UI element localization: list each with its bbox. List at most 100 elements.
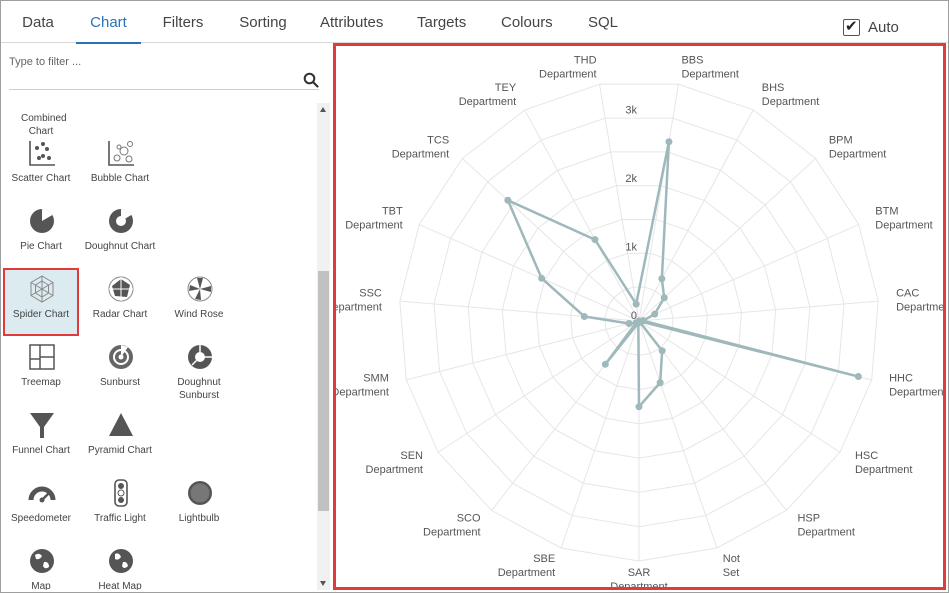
data-point [854,373,862,381]
grid-ring [467,151,811,493]
category-label: BTM Department [875,205,932,231]
treemap-icon [29,344,55,370]
chart-type-label: Pie Chart [20,241,62,252]
chart-type-label: Wind Rose [174,309,224,320]
radar-chart-icon [108,276,134,302]
category-label: SCO Department [423,513,481,539]
chart-type-doughnut-sunburst[interactable]: Doughnut Sunburst [161,336,237,404]
scroll-down-arrow-icon[interactable] [317,578,330,590]
chart-preview: 0 1k 2k 3k BBS Department BHS Department BPM Depa… [333,43,946,590]
chart-type-label: Heat Map [98,581,142,590]
data-point [591,236,599,244]
category-label: HSP Department [797,513,854,539]
chart-type-heat-map[interactable]: Heat Map [82,540,158,590]
data-point [580,312,588,320]
grid-spoke [638,84,679,322]
grid-ring [501,185,777,459]
grid-ring [399,83,879,562]
category-label: BHS Department [762,82,819,108]
tab-colours[interactable]: Colours [501,14,553,31]
data-point [625,320,633,328]
chart-type-map[interactable]: Map [3,540,79,590]
data-point [538,274,546,282]
chart-type-lightbulb[interactable]: Lightbulb [161,472,237,540]
wind-rose-icon [187,276,213,302]
chart-type-sunburst[interactable]: Sunburst [82,336,158,404]
grid-ring [535,219,743,425]
chart-type-combined-chart[interactable]: Combined Chart [3,100,79,140]
grid-spoke [638,224,859,322]
tab-targets[interactable]: Targets [417,14,467,31]
chart-type-label: Spider Chart [12,309,70,320]
tab-bar: Data Chart Filters Sorting Attributes Ta… [1,1,948,44]
grid-ring [433,117,845,528]
category-label: SEN Department [366,450,424,476]
category-label: HHC Department [889,372,943,398]
tab-attributes[interactable]: Attributes [320,14,384,31]
chart-type-label: Traffic Light [94,513,146,524]
auto-toggle[interactable]: Auto [843,17,899,37]
chart-list-scrollbar[interactable] [317,103,330,590]
doughnut-chart-icon [109,209,133,233]
category-label: HSC Department [855,450,912,476]
sunburst-icon [109,345,133,369]
tab-filters[interactable]: Filters [162,14,204,31]
chart-type-scatter-chart[interactable]: Scatter Chart [3,132,79,200]
tab-sorting[interactable]: Sorting [239,14,287,31]
chart-type-treemap[interactable]: Treemap [3,336,79,404]
traffic-light-icon [114,479,128,507]
chart-type-doughnut-chart[interactable]: Doughnut Chart [82,200,158,268]
chart-type-traffic-light[interactable]: Traffic Light [82,472,158,540]
combined-chart-icon [27,100,57,108]
chart-type-label: Pyramid Chart [88,445,152,456]
map-icon [30,549,54,573]
scroll-up-arrow-icon[interactable] [317,103,330,115]
doughnut-sunburst-icon [188,345,212,369]
tab-data[interactable]: Data [22,14,54,31]
data-point [632,319,640,327]
auto-label: Auto [868,18,899,36]
chart-type-label: Funnel Chart [12,445,70,456]
category-label: BPM Department [829,134,886,160]
grid-spoke [599,84,640,322]
grid-spoke [638,320,718,549]
chart-type-pie-chart[interactable]: Pie Chart [3,200,79,268]
grid-ring [604,286,674,356]
tab-sql[interactable]: SQL [587,14,618,31]
grid-spoke [638,320,841,453]
chart-type-list: Combined Chart Scatter Chart Bubble Char… [1,100,317,590]
tick-label: 0 [631,310,637,322]
tab-chart[interactable]: Chart [76,1,141,44]
grid-spoke [524,109,640,322]
category-label: SBE Department [498,553,555,579]
auto-checkbox[interactable] [843,17,860,36]
category-label: CACDepartment [896,288,943,314]
grid-spoke [638,158,816,322]
chart-type-pyramid-chart[interactable]: Pyramid Chart [82,404,158,472]
chart-type-wind-rose[interactable]: Wind Rose [161,268,237,336]
data-point [632,300,640,308]
grid-spoke [638,300,879,322]
category-label: TBT Department [345,205,403,231]
tick-label: 1k [625,241,637,253]
category-label: Not Set [723,553,740,579]
chart-type-funnel-chart[interactable]: Funnel Chart [3,404,79,472]
search-icon[interactable] [303,72,319,88]
tick-label: 2k [625,173,637,185]
lightbulb-icon [188,481,212,505]
chart-type-radar-chart[interactable]: Radar Chart [82,268,158,336]
filter-box [1,44,325,94]
category-label: TEY Department [459,82,517,108]
filter-input[interactable] [9,52,319,90]
chart-type-bubble-chart[interactable]: Bubble Chart [82,132,158,200]
scrollbar-thumb[interactable] [318,271,329,511]
series-line [506,140,860,408]
chart-type-label: Doughnut Chart [84,241,156,252]
chart-type-label: Bubble Chart [90,173,150,184]
data-point [601,360,609,368]
data-point [656,379,664,387]
chart-type-spider-chart[interactable]: Spider Chart [3,268,79,336]
grid-spoke [462,158,640,322]
category-label: SSCDepartment [336,288,382,314]
chart-type-speedometer[interactable]: Speedometer [3,472,79,540]
